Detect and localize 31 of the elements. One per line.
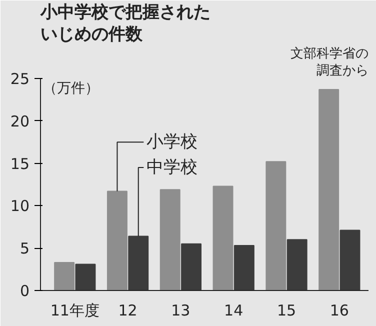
y-tick-label: 15: [10, 154, 30, 173]
bar: [181, 243, 202, 290]
bar: [106, 190, 128, 290]
text: 中学校: [146, 158, 198, 178]
bar: [318, 89, 340, 290]
x-tick-label: 16: [330, 302, 349, 320]
x-tick-label: 15: [276, 302, 296, 320]
y-axis-title: （万件）: [43, 80, 100, 96]
y-tick-label: 25: [10, 70, 30, 88]
text: 小学校: [146, 132, 198, 152]
y-tick-label: 0: [20, 282, 30, 300]
bar: [128, 236, 149, 290]
bar: [75, 264, 96, 290]
chart-subtitle: いじめの件数: [40, 24, 144, 44]
x-tick-label: 13: [171, 302, 190, 320]
y-tick-label: 10: [10, 197, 30, 216]
bar: [234, 245, 254, 290]
bar: [212, 186, 234, 290]
bar: [266, 161, 286, 290]
annotation: 調査から: [316, 64, 368, 78]
chart-title: 小中学校で把握された: [40, 2, 210, 22]
bar: [340, 230, 360, 290]
x-tick-label: 11年度: [50, 302, 100, 320]
bar: [54, 262, 75, 290]
bar: [160, 189, 180, 290]
bar: [286, 239, 308, 290]
y-tick-label: 5: [20, 240, 30, 258]
y-tick-label: 20: [10, 112, 30, 130]
text: 文部科学省の: [290, 46, 368, 62]
x-tick-label: 12: [118, 302, 138, 320]
x-tick-label: 14: [224, 302, 244, 320]
